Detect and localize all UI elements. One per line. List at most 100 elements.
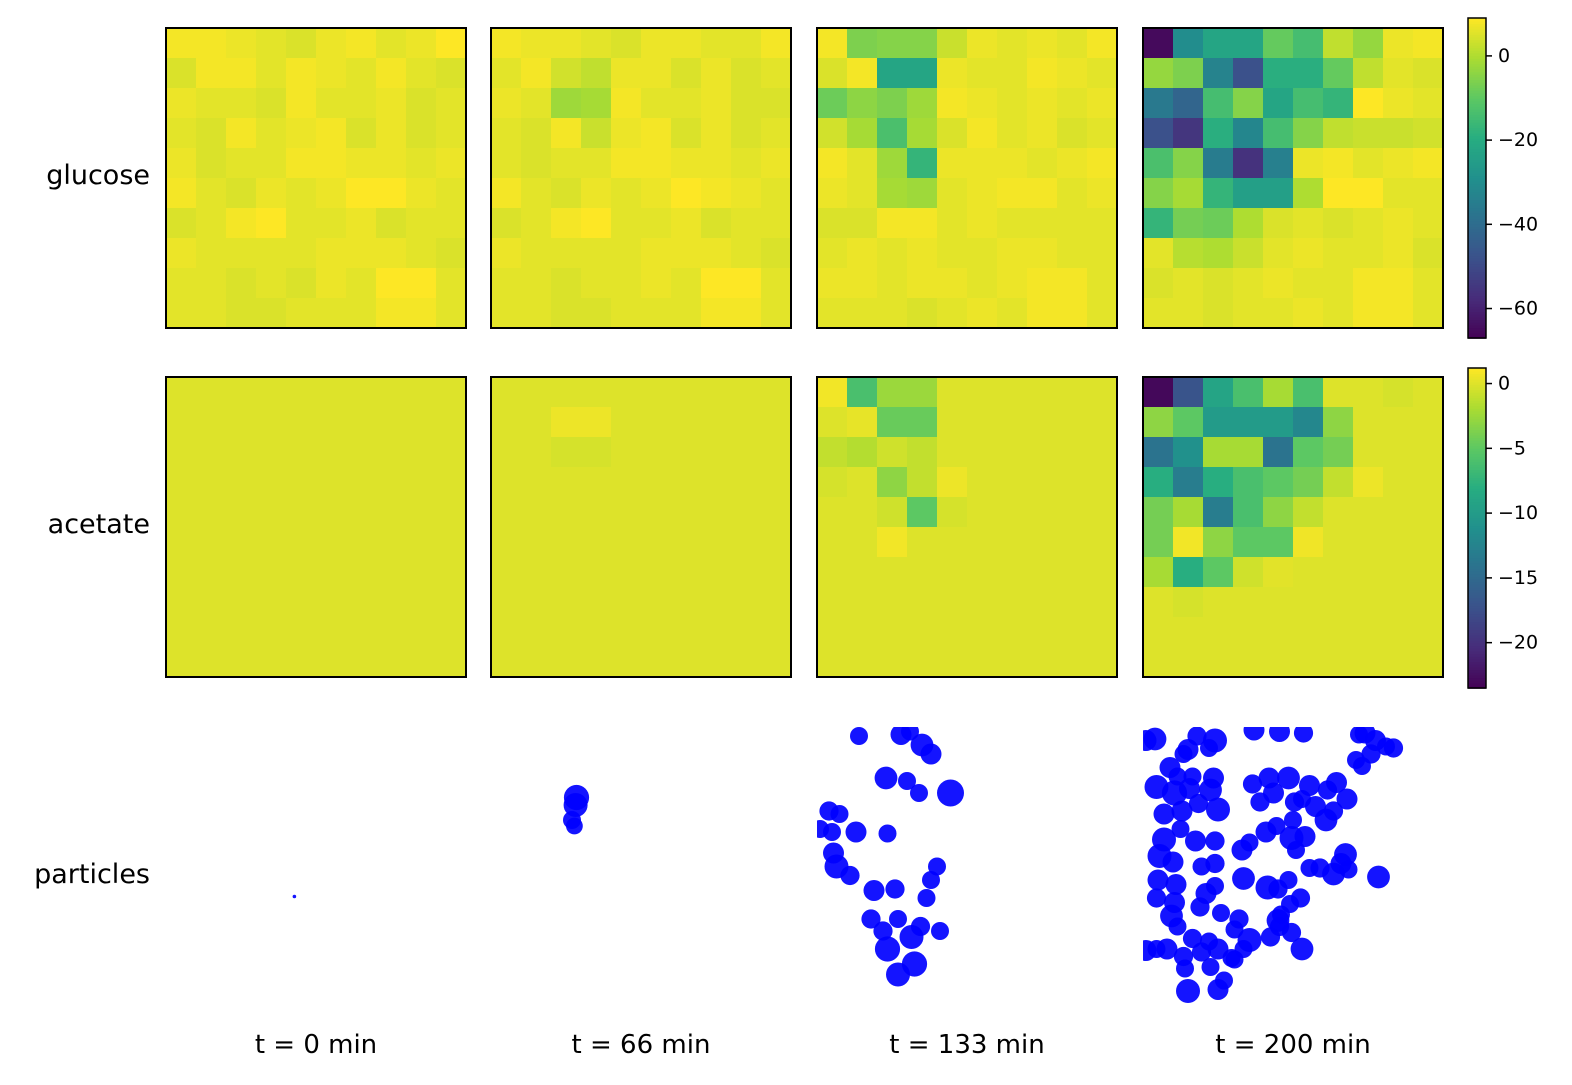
heatmap-cell <box>817 377 848 408</box>
heatmap-cell <box>406 298 437 329</box>
heatmap-cell <box>1027 58 1058 89</box>
heatmap-cell <box>1323 407 1354 438</box>
heatmap-cell <box>226 238 257 269</box>
heatmap-cell <box>997 557 1028 588</box>
heatmap-cell <box>967 88 998 119</box>
heatmap-cell <box>1323 587 1354 618</box>
heatmap-cell <box>226 377 257 408</box>
heatmap-cell <box>491 148 522 179</box>
heatmap-cell <box>581 118 612 149</box>
heatmap-cell <box>551 557 582 588</box>
particle <box>1147 888 1166 907</box>
heatmap-cell <box>1143 527 1174 558</box>
heatmap-cell <box>877 58 908 89</box>
heatmap-cell <box>1173 617 1204 648</box>
heatmap-cell <box>907 647 938 678</box>
colorbars: 0−20−40−600−5−10−15−20 <box>1468 18 1538 689</box>
time-label-1: t = 66 min <box>491 1030 791 1060</box>
heatmap-cell <box>907 377 938 408</box>
particle <box>1294 723 1313 742</box>
heatmap-cell <box>611 238 642 269</box>
heatmap-cell <box>817 647 848 678</box>
heatmap-cell <box>1203 647 1234 678</box>
heatmap-cell <box>967 527 998 558</box>
heatmap-cell <box>1323 298 1354 329</box>
heatmap-acetate-2 <box>817 377 1118 678</box>
heatmap-cell <box>641 148 672 179</box>
heatmap-cell <box>1263 58 1294 89</box>
heatmap-cell <box>1413 467 1444 498</box>
heatmap-cell <box>551 28 582 59</box>
heatmap-cell <box>731 377 762 408</box>
particle <box>1315 809 1338 832</box>
heatmap-cell <box>551 148 582 179</box>
heatmap-cell <box>1293 88 1324 119</box>
heatmap-cell <box>436 437 467 468</box>
heatmap-cell <box>316 178 347 209</box>
heatmap-cell <box>436 298 467 329</box>
heatmap-cell <box>641 208 672 239</box>
heatmap-cell <box>1353 617 1384 648</box>
heatmap-cell <box>877 178 908 209</box>
heatmap-cell <box>997 407 1028 438</box>
heatmap-cell <box>1173 377 1204 408</box>
heatmap-cell <box>937 437 968 468</box>
heatmap-cell <box>286 437 317 468</box>
heatmap-cell <box>1143 298 1174 329</box>
heatmap-cell <box>1203 377 1234 408</box>
heatmap-cell <box>937 467 968 498</box>
heatmap-cell <box>937 377 968 408</box>
heatmap-cell <box>671 88 702 119</box>
heatmap-cell <box>1413 617 1444 648</box>
heatmap-cell <box>967 407 998 438</box>
heatmap-cell <box>967 58 998 89</box>
heatmap-cell <box>1413 28 1444 59</box>
heatmap-cell <box>1263 298 1294 329</box>
heatmap-cell <box>1203 88 1234 119</box>
heatmap-cell <box>997 467 1028 498</box>
heatmap-cell <box>1413 148 1444 179</box>
heatmap-cell <box>256 587 287 618</box>
heatmap-cell <box>937 118 968 149</box>
heatmap-cell <box>316 118 347 149</box>
heatmap-cell <box>1353 377 1384 408</box>
heatmap-cell <box>316 28 347 59</box>
heatmap-cell <box>611 617 642 648</box>
heatmap-cell <box>1353 208 1384 239</box>
heatmap-acetate-0 <box>166 377 467 678</box>
heatmap-cell <box>1383 377 1414 408</box>
heatmap-cell <box>581 298 612 329</box>
heatmap-cell <box>731 437 762 468</box>
particle <box>1301 859 1319 877</box>
heatmap-cell <box>196 467 227 498</box>
heatmap-cell <box>436 497 467 528</box>
heatmap-cell <box>376 148 407 179</box>
heatmap-cell <box>1293 118 1324 149</box>
heatmap-cell <box>436 647 467 678</box>
heatmap-cell <box>731 557 762 588</box>
heatmap-cell <box>376 587 407 618</box>
heatmap-cell <box>937 298 968 329</box>
heatmap-cell <box>1233 437 1264 468</box>
heatmap-cell <box>1057 437 1088 468</box>
heatmap-cell <box>1057 118 1088 149</box>
heatmap-cell <box>937 407 968 438</box>
colorbar-tick-label: −40 <box>1498 213 1538 235</box>
heatmap-cell <box>1413 208 1444 239</box>
heatmap-cell <box>641 587 672 618</box>
heatmap-cell <box>1173 268 1204 299</box>
heatmap-cell <box>316 497 347 528</box>
heatmap-cell <box>907 88 938 119</box>
heatmap-cell <box>701 178 732 209</box>
heatmap-cell <box>817 238 848 269</box>
heatmap-cell <box>226 148 257 179</box>
heatmap-cell <box>1087 557 1118 588</box>
heatmap-cell <box>166 88 197 119</box>
heatmap-cell <box>1173 298 1204 329</box>
heatmap-cell <box>701 377 732 408</box>
heatmap-cell <box>1087 647 1118 678</box>
heatmap-cell <box>196 88 227 119</box>
heatmap-cell <box>376 58 407 89</box>
heatmap-cell <box>1233 298 1264 329</box>
heatmap-cell <box>1143 88 1174 119</box>
